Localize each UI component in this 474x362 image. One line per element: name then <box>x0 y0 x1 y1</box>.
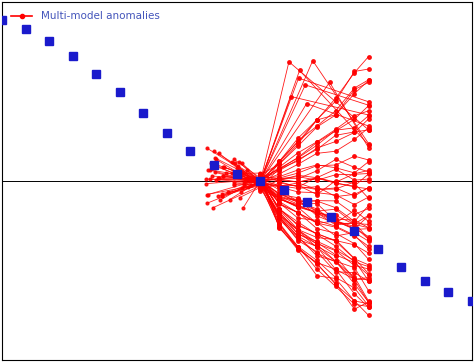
Legend: Multi-model anomalies: Multi-model anomalies <box>7 7 164 26</box>
